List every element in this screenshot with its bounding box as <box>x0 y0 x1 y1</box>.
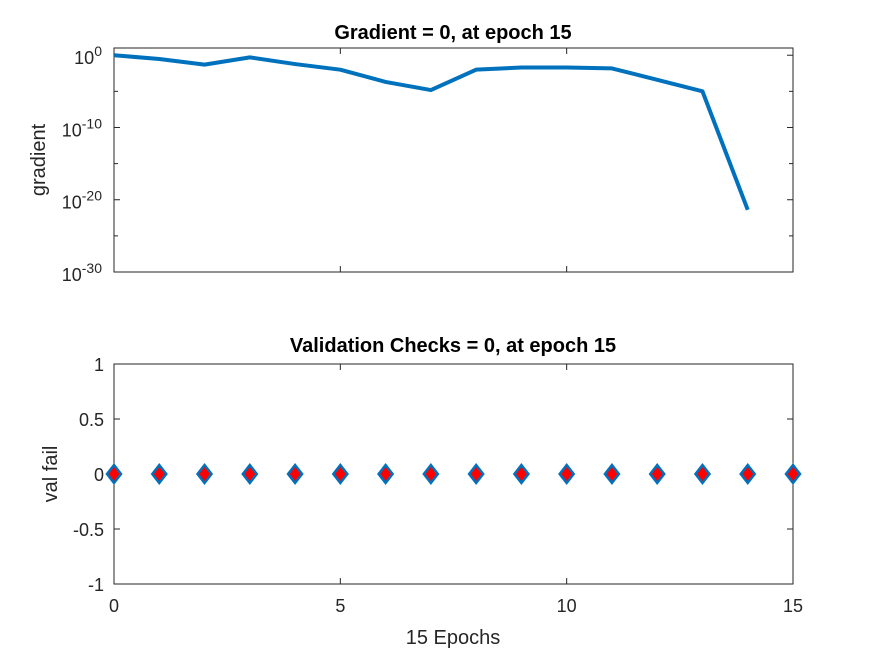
gradient-plot-area <box>113 47 794 273</box>
gradient-y-tick-label: 10-20 <box>62 188 102 213</box>
validation-chart-title: Validation Checks = 0, at epoch 15 <box>290 335 616 357</box>
validation-point-marker <box>467 462 485 486</box>
gradient-y-tick-label: 10-30 <box>62 260 102 285</box>
validation-y-tick-label: 0 <box>94 465 104 485</box>
validation-point-marker <box>286 462 304 486</box>
validation-tick-marks <box>113 363 794 585</box>
gradient-y-tick-labels: 100 10-10 10-20 10-30 <box>62 43 102 285</box>
gradient-y-axis-label: gradient <box>28 123 50 196</box>
validation-x-tick-label: 5 <box>335 596 345 616</box>
validation-point-marker <box>603 462 621 486</box>
validation-point-marker <box>512 462 530 486</box>
validation-plot-area <box>113 363 794 585</box>
validation-point-marker <box>648 462 666 486</box>
validation-y-axis-label: val fail <box>40 446 62 503</box>
gradient-y-tick-label: 100 <box>74 43 102 68</box>
gradient-chart-title: Gradient = 0, at epoch 15 <box>334 22 571 44</box>
validation-point-marker <box>739 462 757 486</box>
validation-y-tick-labels: 1 0.5 0 -0.5 -1 <box>73 355 104 595</box>
validation-point-marker <box>422 462 440 486</box>
validation-y-tick-label: -0.5 <box>73 520 104 540</box>
validation-point-marker <box>693 462 712 486</box>
gradient-series-line <box>113 53 750 211</box>
gradient-series <box>113 53 750 211</box>
validation-x-tick-label: 0 <box>109 596 119 616</box>
validation-axes: 0 5 10 15 1 0.5 0 -0.5 -1 Validation Checks = 0… <box>40 335 803 649</box>
validation-x-tick-label: 15 <box>783 596 803 616</box>
gradient-axes: 100 10-10 10-20 10-30 Gradient = 0, at epoc… <box>28 22 794 285</box>
validation-series <box>105 462 802 486</box>
validation-point-marker <box>150 462 168 486</box>
validation-point-marker <box>241 462 259 486</box>
validation-point-marker <box>331 462 349 486</box>
validation-y-tick-label: 0.5 <box>79 410 104 430</box>
validation-point-marker <box>558 462 576 486</box>
validation-x-axis-label: 15 Epochs <box>406 627 501 649</box>
validation-point-marker <box>105 462 123 486</box>
validation-point-marker <box>784 462 802 486</box>
validation-point-marker <box>377 462 395 486</box>
validation-point-marker <box>195 462 214 486</box>
validation-x-tick-labels: 0 5 10 15 <box>109 596 803 616</box>
validation-x-tick-label: 10 <box>557 596 577 616</box>
validation-y-tick-label: -1 <box>88 575 104 595</box>
gradient-y-tick-label: 10-10 <box>62 115 102 140</box>
validation-y-tick-label: 1 <box>94 355 104 375</box>
